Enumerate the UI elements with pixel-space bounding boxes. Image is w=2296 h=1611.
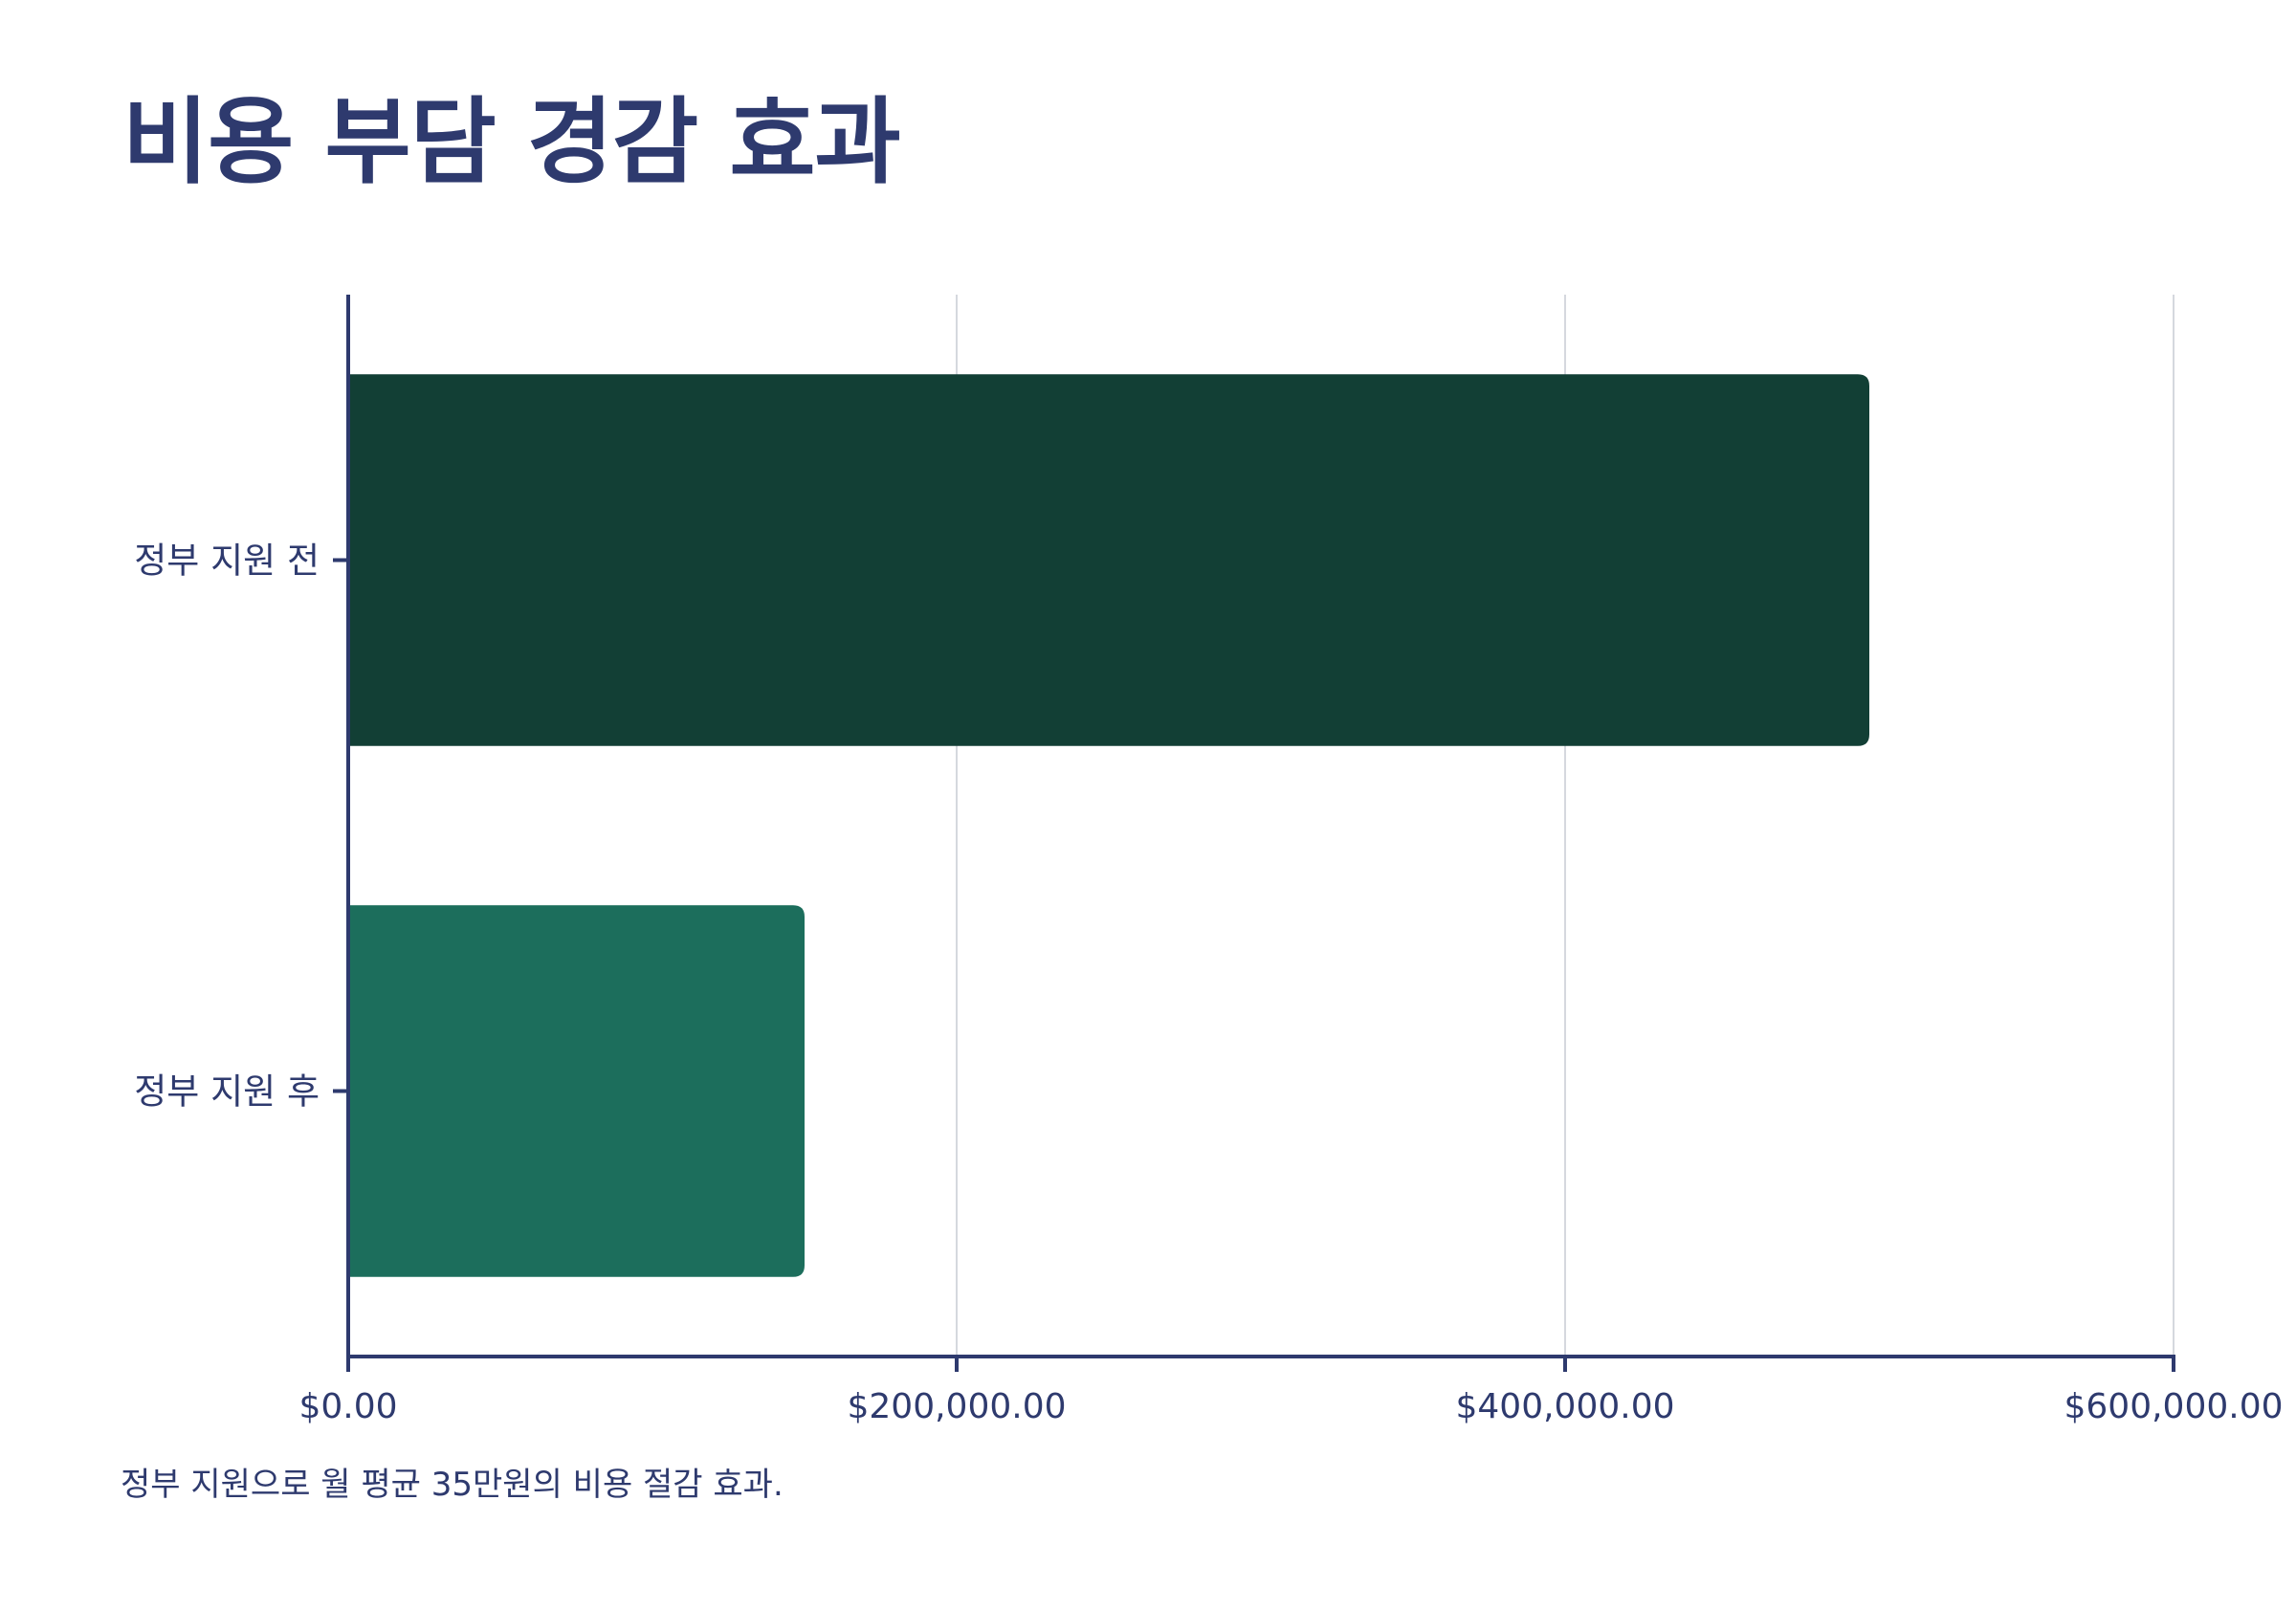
bar (348, 905, 805, 1277)
bars (348, 374, 1869, 1277)
bar (348, 374, 1869, 746)
y-category-label: 정부 지원 후 (134, 1071, 320, 1113)
x-tick-label: $400,000.00 (1455, 1387, 1674, 1426)
x-tick-label: $600,000.00 (2064, 1387, 2283, 1426)
y-category-label: 정부 지원 전 (134, 541, 320, 582)
x-tick-label: $0.00 (298, 1387, 397, 1426)
x-tick-label: $200,000.00 (847, 1387, 1066, 1426)
axes (333, 295, 2175, 1372)
tick-labels: $0.00 $200,000.00 $400,000.00 $600,000.00 정부… (134, 541, 2283, 1427)
chart-caption: 정부 지원으로 월 평균 35만원의 비용 절감 효과. (121, 1466, 784, 1504)
chart-title: 비용 부담 경감 효과 (122, 88, 901, 197)
